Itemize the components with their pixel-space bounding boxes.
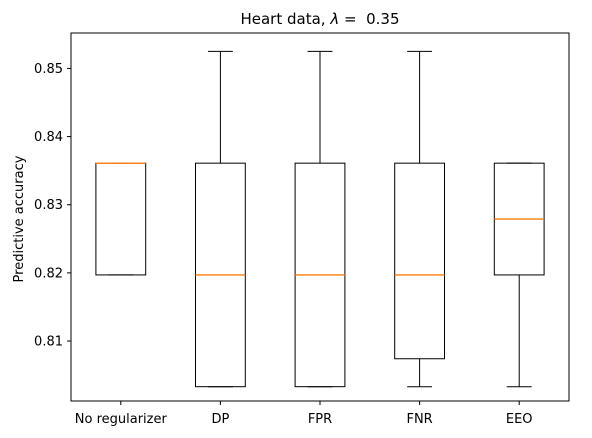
chart-title-suffix: = 0.35 xyxy=(339,10,399,28)
x-tick-label: FPR xyxy=(308,412,332,427)
y-tick-label: 0.82 xyxy=(34,266,63,281)
y-axis: 0.81 0.82 0.83 0.84 0.85 xyxy=(34,62,71,350)
box-group xyxy=(294,50,346,388)
chart-title: Heart data, λ = 0.35 xyxy=(240,10,399,28)
x-tick-label: DP xyxy=(211,412,229,427)
box-group xyxy=(195,50,246,388)
x-axis: No regularizer DP FPR FNR EEO xyxy=(75,401,533,427)
x-tick-label: FNR xyxy=(406,412,432,427)
y-tick-label: 0.84 xyxy=(34,130,63,145)
chart-title-prefix: Heart data, xyxy=(240,10,330,28)
y-axis-label: Predictive accuracy xyxy=(12,155,27,282)
y-tick-label: 0.81 xyxy=(34,335,63,350)
box-group xyxy=(394,50,446,388)
x-tick-label: EEO xyxy=(506,412,533,427)
x-tick-label: No regularizer xyxy=(75,412,168,427)
box-group xyxy=(493,162,545,388)
plot-area xyxy=(95,50,545,388)
y-tick-label: 0.85 xyxy=(34,62,63,77)
box-iqr xyxy=(95,162,147,276)
y-tick-label: 0.83 xyxy=(34,198,63,213)
box-group xyxy=(95,162,147,276)
chart-title-lambda: λ xyxy=(329,10,339,28)
box-iqr xyxy=(394,162,446,360)
